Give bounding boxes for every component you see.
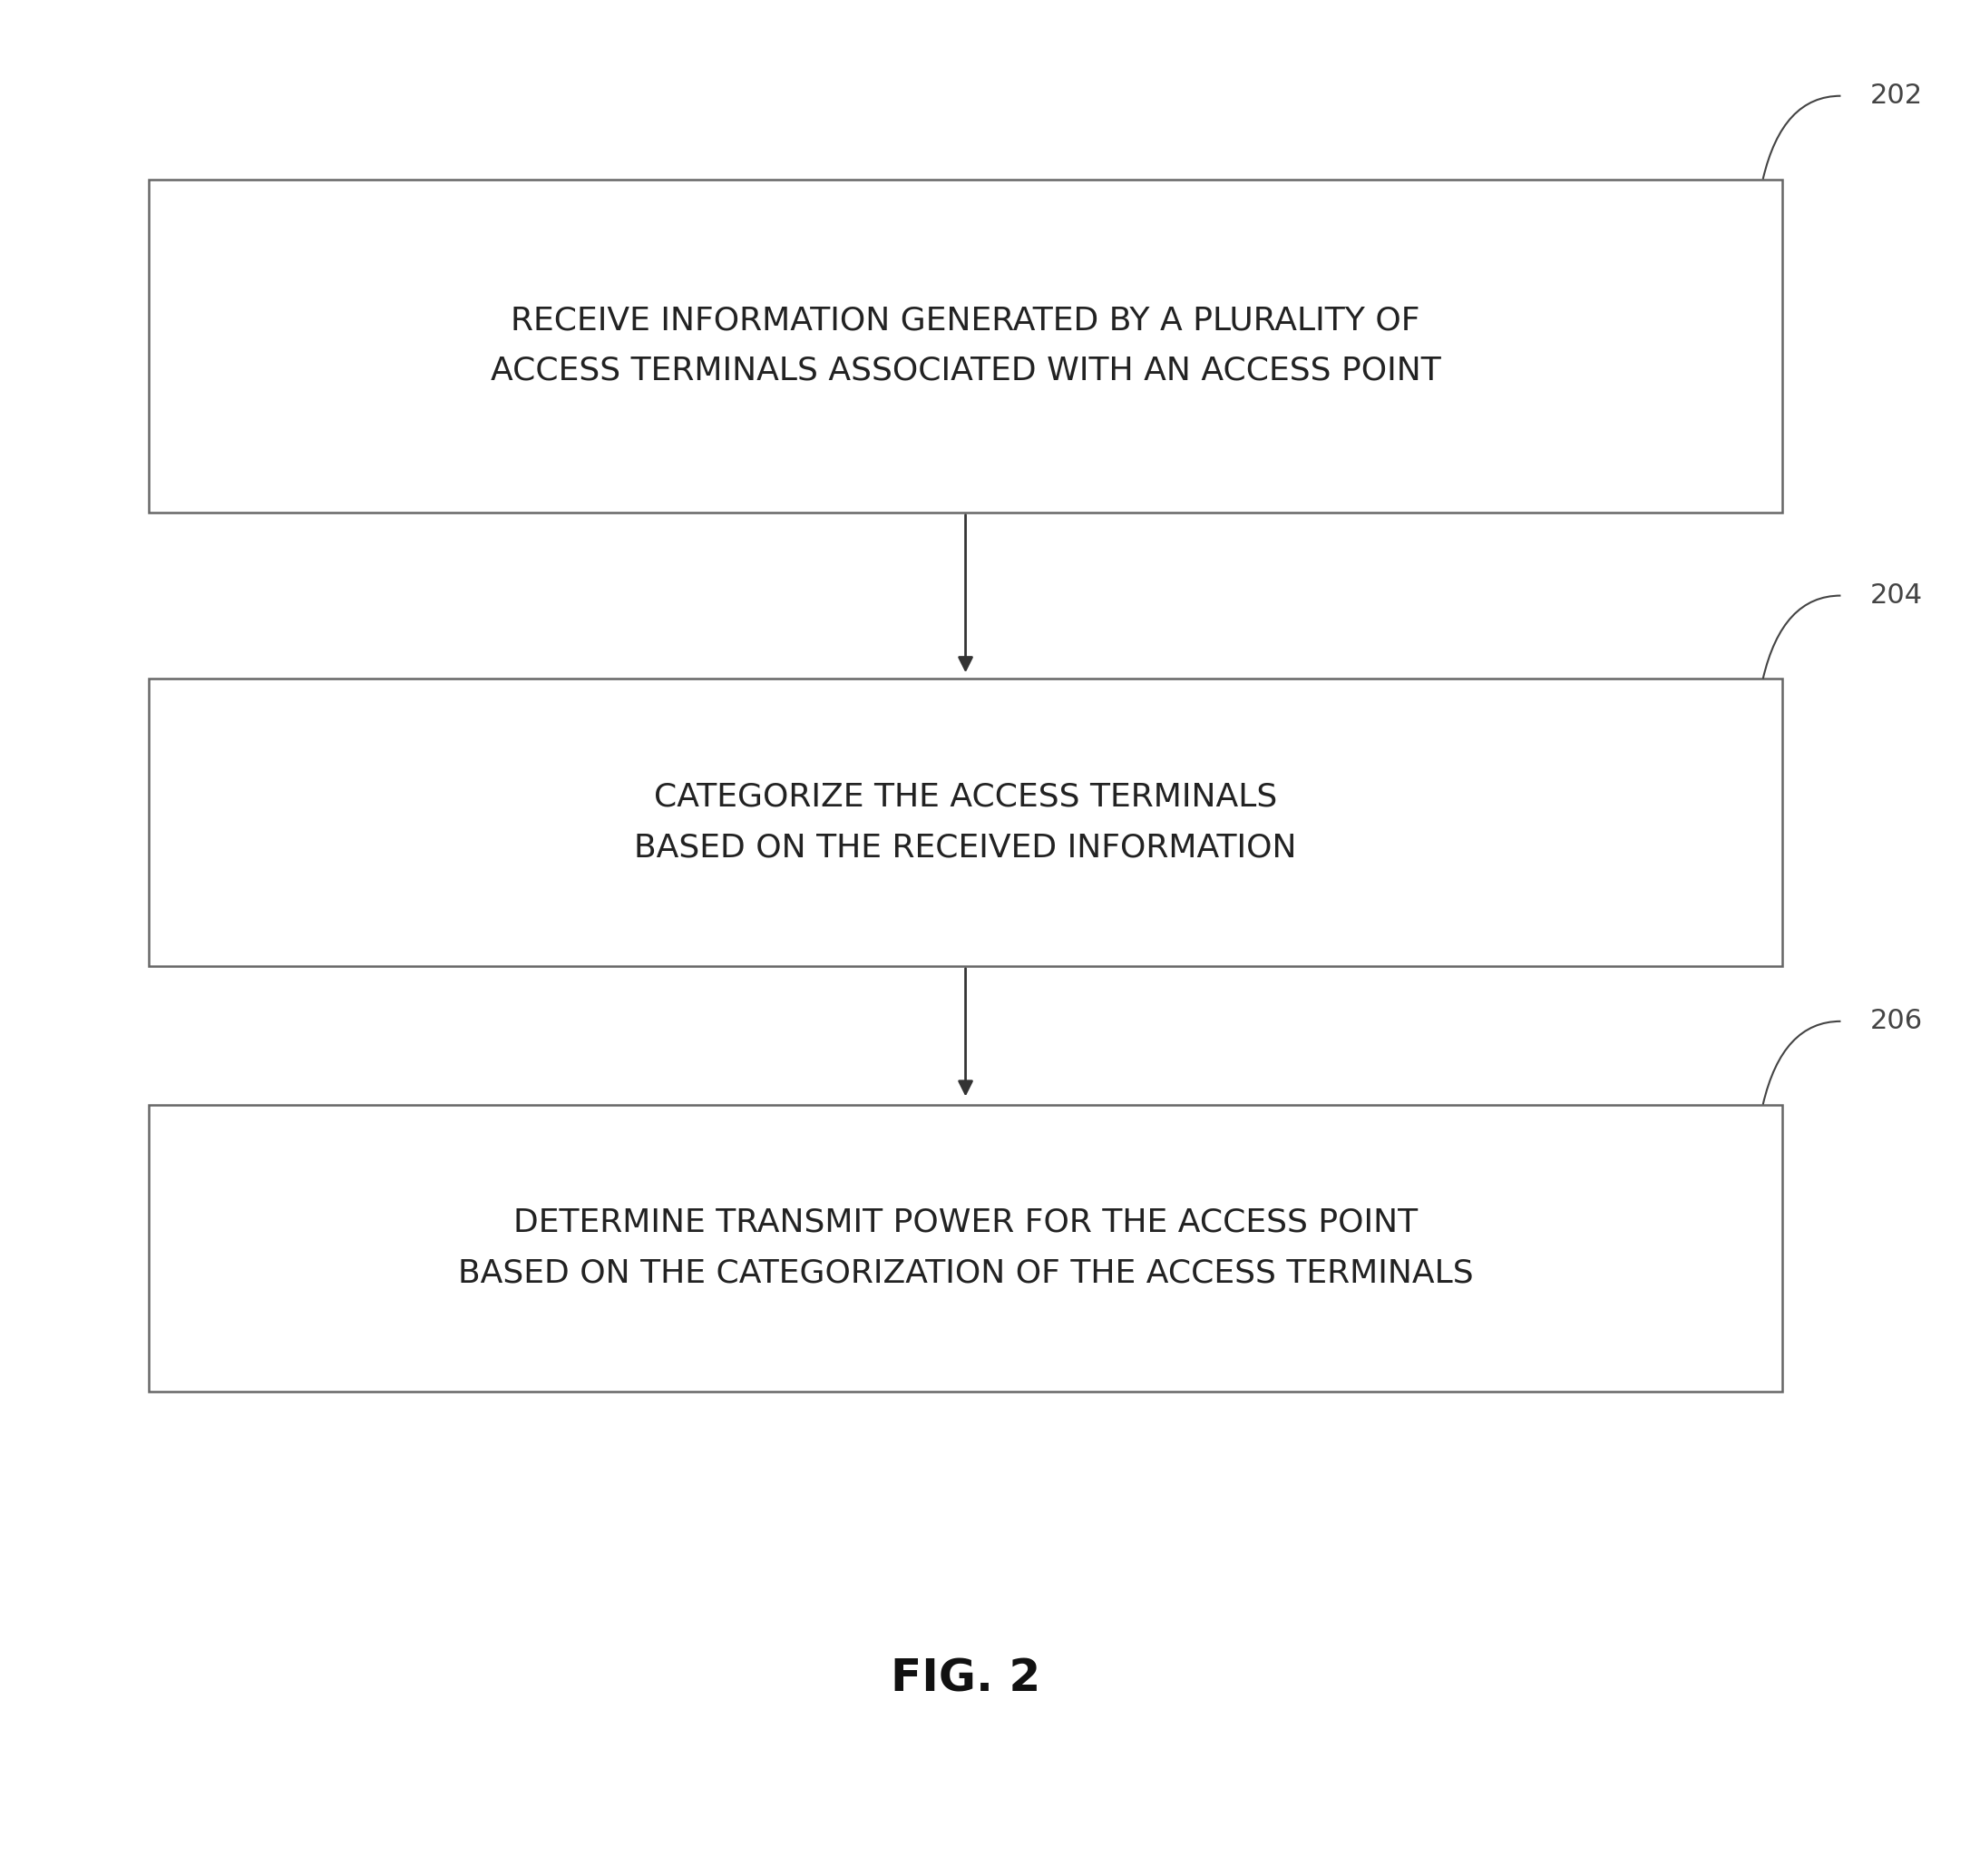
Text: RECEIVE INFORMATION GENERATED BY A PLURALITY OF
ACCESS TERMINALS ASSOCIATED WITH: RECEIVE INFORMATION GENERATED BY A PLURA…: [491, 306, 1440, 386]
Text: 204: 204: [1870, 582, 1923, 608]
Text: 202: 202: [1870, 83, 1923, 109]
Text: FIG. 2: FIG. 2: [890, 1657, 1040, 1700]
Bar: [148, 679, 1783, 966]
Text: CATEGORIZE THE ACCESS TERMINALS
BASED ON THE RECEIVED INFORMATION: CATEGORIZE THE ACCESS TERMINALS BASED ON…: [634, 782, 1296, 863]
Bar: [148, 1105, 1783, 1392]
Bar: [148, 180, 1783, 512]
Text: 206: 206: [1870, 1007, 1923, 1034]
Text: DETERMINE TRANSMIT POWER FOR THE ACCESS POINT
BASED ON THE CATEGORIZATION OF THE: DETERMINE TRANSMIT POWER FOR THE ACCESS …: [457, 1208, 1474, 1289]
